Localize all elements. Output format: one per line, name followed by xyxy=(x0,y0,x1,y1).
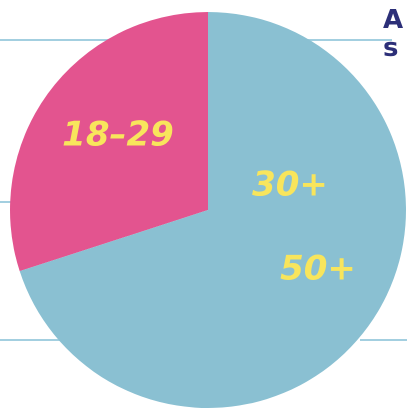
title-line: A xyxy=(383,5,403,35)
pie-slice xyxy=(9,12,209,272)
pie-labels: 18–29 30+ 50+ xyxy=(62,115,356,289)
slice-label: 30+ xyxy=(252,165,328,205)
title-line: s xyxy=(383,33,398,63)
pie-slice xyxy=(19,12,406,409)
slice-label: 50+ xyxy=(280,249,356,289)
pie xyxy=(9,12,406,409)
slice-label: 18–29 xyxy=(62,115,174,155)
